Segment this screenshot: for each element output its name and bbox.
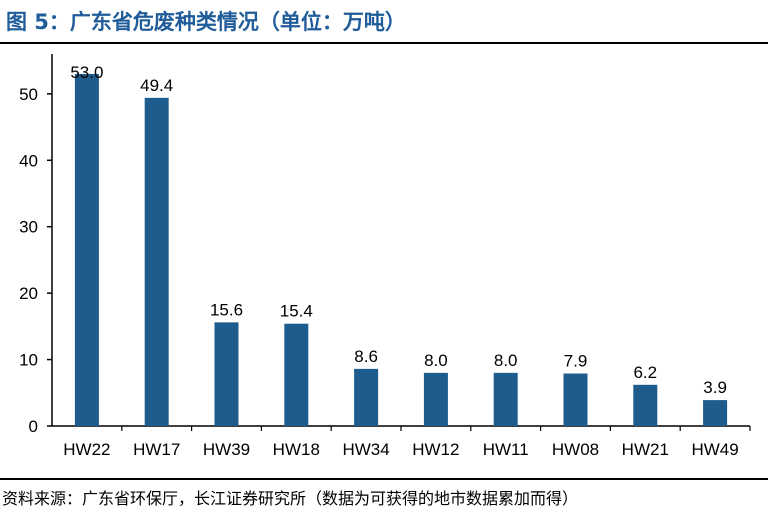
x-tick-label: HW08 xyxy=(552,440,599,459)
data-label: 8.6 xyxy=(354,347,378,366)
bar-hw18 xyxy=(284,323,309,426)
data-label: 8.0 xyxy=(424,351,448,370)
y-tick-label: 40 xyxy=(19,151,38,170)
data-label: 49.4 xyxy=(140,76,173,95)
x-tick-label: HW17 xyxy=(133,440,180,459)
bottom-rule xyxy=(0,478,768,480)
data-label: 7.9 xyxy=(564,352,588,371)
bar-hw34 xyxy=(354,368,379,426)
bar-hw12 xyxy=(423,372,448,426)
x-tick-label: HW18 xyxy=(273,440,320,459)
bar-hw11 xyxy=(493,372,518,426)
bar-hw17 xyxy=(144,97,169,426)
data-label: 15.4 xyxy=(280,302,313,321)
x-tick-label: HW21 xyxy=(622,440,669,459)
data-label: 8.0 xyxy=(494,351,518,370)
data-label: 3.9 xyxy=(703,378,727,397)
data-label: 6.2 xyxy=(633,363,657,382)
bar-hw49 xyxy=(703,400,728,426)
y-axis: 0 10 20 30 40 50 xyxy=(19,54,53,436)
chart-title: 图 5：广东省危废种类情况（单位：万吨） xyxy=(6,10,406,34)
y-tick-label: 50 xyxy=(19,85,38,104)
data-labels: 53.0 49.4 15.6 15.4 8.6 8.0 8.0 7.9 6.2 3.9 xyxy=(70,63,727,397)
top-rule xyxy=(0,42,768,44)
bar-hw21 xyxy=(633,384,658,426)
source-note: 资料来源：广东省环保厅，长江证券研究所（数据为可获得的地市数据累加而得） xyxy=(2,489,579,508)
x-tick-label: HW11 xyxy=(483,440,529,459)
title-bar: 图 5：广东省危废种类情况（单位：万吨） xyxy=(0,0,768,40)
x-tick-label: HW12 xyxy=(412,440,459,459)
x-tick-label: HW39 xyxy=(203,440,250,459)
bar-hw08 xyxy=(563,373,588,426)
x-axis: HW22 HW17 HW39 HW18 HW34 HW12 HW11 HW08 HW21 HW49 xyxy=(52,425,751,459)
x-tick-label: HW34 xyxy=(342,440,389,459)
x-tick-label: HW49 xyxy=(691,440,738,459)
y-tick-label: 0 xyxy=(29,417,38,436)
data-label: 53.0 xyxy=(70,63,103,82)
data-label: 15.6 xyxy=(210,300,243,319)
x-tick-label: HW22 xyxy=(63,440,110,459)
bar-hw39 xyxy=(214,322,239,426)
y-tick-label: 20 xyxy=(19,284,38,303)
y-tick-label: 30 xyxy=(19,218,38,237)
y-tick-label: 10 xyxy=(19,351,38,370)
bar-hw22 xyxy=(74,73,99,426)
bars xyxy=(74,73,728,426)
